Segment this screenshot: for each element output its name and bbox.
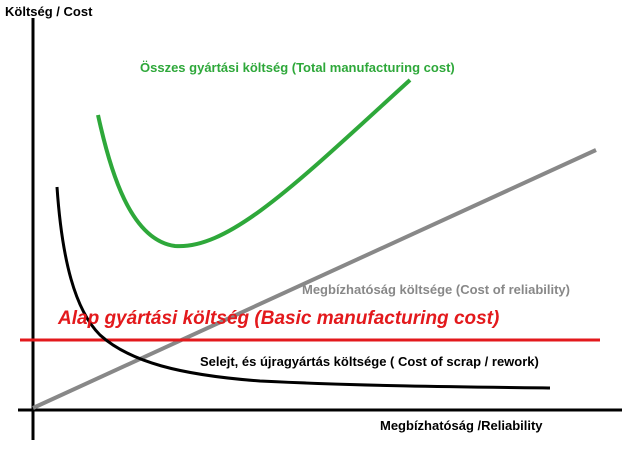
basic-cost-label: Alap gyártási költség (Basic manufacturi… [57,308,499,329]
reliability-cost-label: Megbízhatóság költsége (Cost of reliabil… [302,282,570,297]
total-cost-label: Összes gyártási költség (Total manufactu… [140,60,455,75]
scrap-cost-curve [55,186,551,390]
total-cost-curve [96,78,412,249]
reliability-cost-line [32,148,597,410]
scrap-cost-label: Selejt, és újragyártás költsége ( Cost o… [200,354,539,369]
y-axis-label: Költség / Cost [5,4,93,19]
x-axis-label: Megbízhatóság /Reliability [380,418,543,433]
